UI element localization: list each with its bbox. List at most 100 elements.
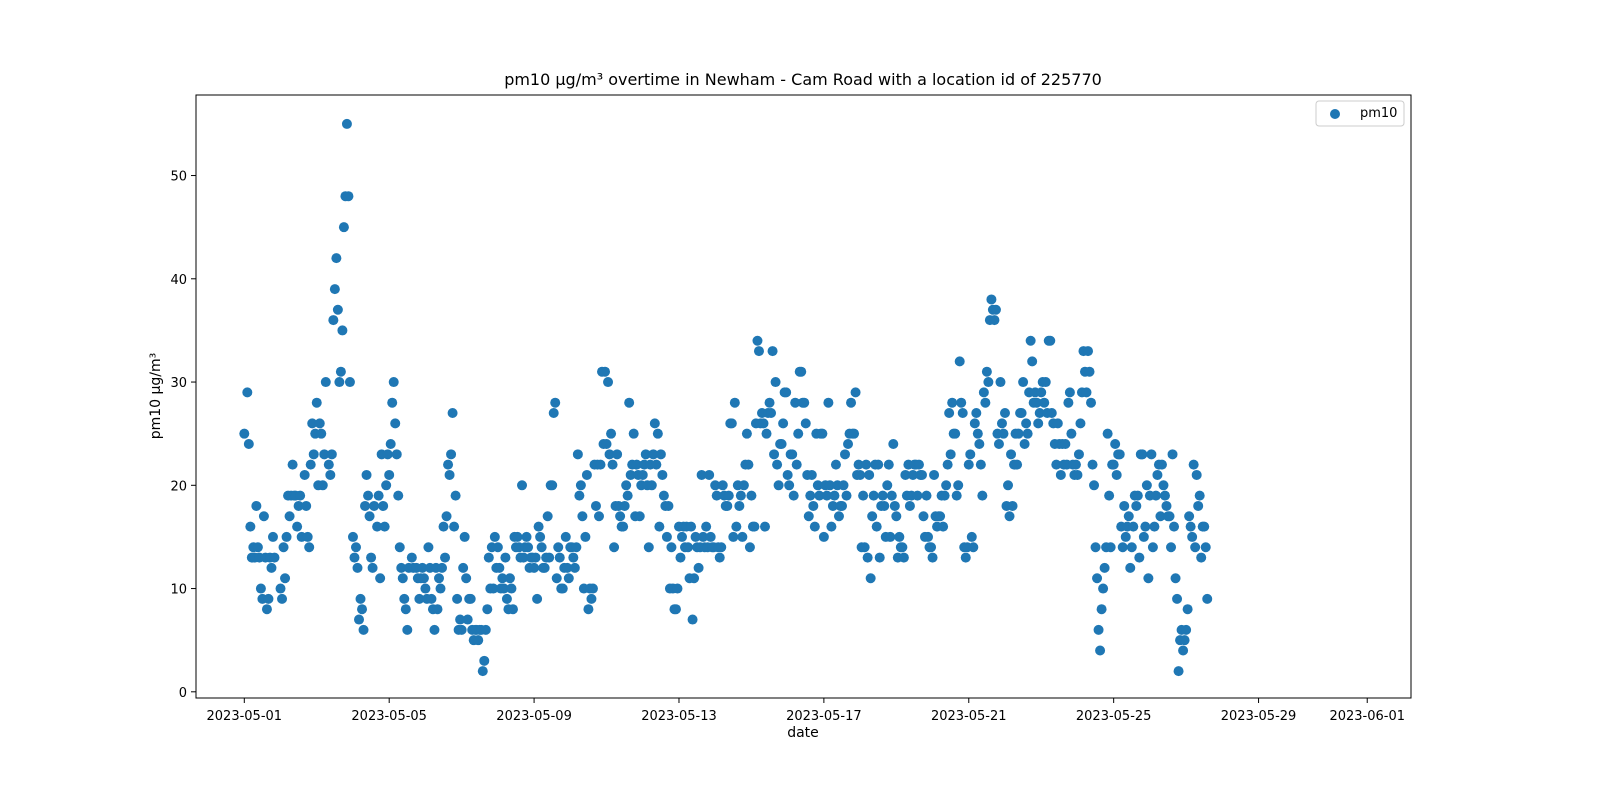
data-point <box>358 624 369 635</box>
data-point <box>624 397 635 408</box>
data-point <box>1089 480 1100 491</box>
data-point <box>557 583 568 594</box>
data-point <box>999 408 1010 419</box>
data-point <box>1003 480 1014 491</box>
data-point <box>758 418 769 429</box>
data-point <box>450 490 461 501</box>
y-tick-label: 30 <box>170 376 187 391</box>
data-point <box>621 480 632 491</box>
data-point <box>1051 459 1062 470</box>
data-point <box>690 531 701 542</box>
data-point <box>874 552 885 563</box>
data-point <box>800 418 811 429</box>
data-point <box>859 542 870 553</box>
data-point <box>993 439 1004 449</box>
data-point <box>1108 459 1119 470</box>
data-point <box>366 552 377 563</box>
data-point <box>612 449 623 460</box>
data-point <box>977 490 988 501</box>
data-point <box>628 428 639 439</box>
data-point <box>746 490 757 501</box>
data-point <box>284 511 295 522</box>
data-point <box>1013 428 1024 439</box>
data-point <box>723 490 734 501</box>
data-point <box>649 418 660 429</box>
data-point <box>299 469 310 480</box>
data-point <box>1140 521 1151 532</box>
data-point <box>873 459 884 470</box>
data-point <box>975 459 986 470</box>
legend-box <box>1315 100 1405 127</box>
data-point <box>951 490 962 501</box>
y-tick-label: 50 <box>170 170 187 185</box>
data-point <box>619 500 630 511</box>
data-point <box>1193 500 1204 511</box>
data-point <box>252 542 263 553</box>
data-point <box>1021 418 1032 429</box>
x-tick-label: 2023-05-09 <box>496 709 572 724</box>
data-point <box>1111 469 1122 480</box>
data-point <box>698 531 709 542</box>
data-point <box>658 490 669 501</box>
data-point <box>773 480 784 491</box>
data-point <box>498 583 509 594</box>
data-point <box>853 459 864 470</box>
data-point <box>506 583 517 594</box>
data-point <box>473 635 484 646</box>
data-point <box>965 449 976 460</box>
data-point <box>489 531 500 542</box>
data-point <box>983 377 994 388</box>
data-point <box>806 469 817 480</box>
data-point <box>923 531 934 542</box>
data-point <box>858 490 869 501</box>
data-point <box>761 428 772 439</box>
data-point <box>551 573 562 584</box>
x-tick-label: 2023-05-17 <box>786 709 862 724</box>
data-point <box>799 397 810 408</box>
data-point <box>996 418 1007 429</box>
data-point <box>497 573 508 584</box>
data-point <box>1098 583 1109 594</box>
data-point <box>938 521 949 532</box>
data-point <box>255 583 266 594</box>
data-point <box>722 500 733 511</box>
data-point <box>1110 439 1121 449</box>
data-point <box>385 439 396 449</box>
data-point <box>957 408 968 419</box>
data-point <box>363 490 374 501</box>
data-point <box>278 542 289 553</box>
data-point <box>986 294 997 305</box>
data-point <box>1087 459 1098 470</box>
data-point <box>293 500 304 511</box>
data-point <box>364 511 375 522</box>
data-point <box>595 459 606 470</box>
data-point <box>790 397 801 408</box>
data-point <box>1164 511 1175 522</box>
data-point <box>397 573 408 584</box>
data-point <box>1161 500 1172 511</box>
data-point <box>693 562 704 573</box>
data-point <box>479 655 490 666</box>
data-point <box>918 511 929 522</box>
data-point <box>307 418 318 429</box>
data-point <box>846 397 857 408</box>
data-point <box>314 418 325 429</box>
data-point <box>764 397 775 408</box>
data-point <box>788 490 799 501</box>
data-point <box>883 459 894 470</box>
data-point <box>449 521 460 532</box>
data-point <box>926 542 937 553</box>
data-point <box>369 500 380 511</box>
data-point <box>1090 542 1101 553</box>
data-point <box>382 449 393 460</box>
data-point <box>1170 573 1181 584</box>
data-point <box>1034 408 1045 419</box>
data-point <box>978 387 989 398</box>
data-point <box>867 511 878 522</box>
data-point <box>836 500 847 511</box>
data-point <box>894 531 905 542</box>
data-point <box>1181 624 1192 635</box>
data-point <box>429 624 440 635</box>
data-point <box>1117 542 1128 553</box>
data-point <box>447 408 458 419</box>
